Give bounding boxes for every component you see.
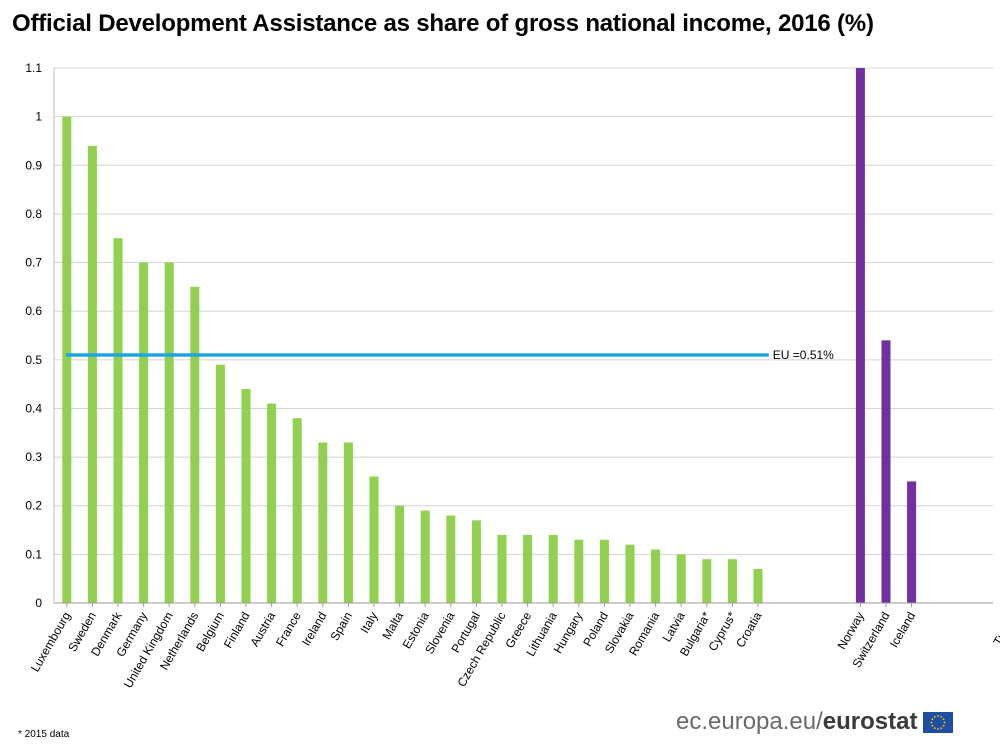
x-tick-label: Luxembourg <box>28 610 73 675</box>
footnote: * 2015 data <box>18 729 70 740</box>
y-tick-label: 1 <box>35 110 42 124</box>
bar <box>599 539 609 603</box>
x-tick-label: Ireland <box>299 610 329 649</box>
eu-flag-icon <box>923 711 954 733</box>
bar <box>523 534 533 603</box>
y-tick-label: 0.9 <box>25 158 42 172</box>
bar <box>369 476 379 603</box>
y-tick-label: 0.8 <box>25 207 42 221</box>
y-tick-label: 0.6 <box>25 304 42 318</box>
brand-slash: / <box>816 708 823 735</box>
bar <box>139 262 149 603</box>
y-tick-label: 0.5 <box>25 353 42 367</box>
eurostat-brand: ec.europa.eu / eurostat <box>676 707 954 737</box>
bar <box>855 68 865 603</box>
y-tick-label: 0.3 <box>25 450 42 464</box>
bar <box>395 505 405 603</box>
bar <box>267 403 277 603</box>
eu-average-line: EU =0.51% <box>66 348 834 362</box>
bar <box>548 534 558 603</box>
bar <box>241 389 251 603</box>
bar <box>87 145 97 603</box>
x-tick-label: France <box>273 609 304 649</box>
y-tick-label: 0.7 <box>25 256 42 270</box>
bar <box>446 515 456 603</box>
chart-title: Official Development Assistance as share… <box>12 10 874 37</box>
bar <box>215 364 225 603</box>
y-tick-label: 0.2 <box>25 499 42 513</box>
bar <box>292 418 302 603</box>
bar <box>343 442 353 603</box>
bar <box>625 544 635 603</box>
bar <box>727 559 737 603</box>
bar <box>190 286 200 603</box>
y-tick-label: 0 <box>35 596 42 610</box>
bar <box>907 481 917 603</box>
x-tick-label: Finland <box>221 610 253 651</box>
bar-chart: 0 0.1 0.2 0.3 0.4 0.5 0.6 0.7 0.8 0.9 1 1.1 EU =0.5… <box>25 61 1000 690</box>
x-tick-label: Turkey <box>990 610 1000 648</box>
x-tick-label: Spain <box>328 610 355 644</box>
y-axis: 0 0.1 0.2 0.3 0.4 0.5 0.6 0.7 0.8 0.9 1 1.1 <box>25 61 55 610</box>
x-tick-label: Iceland <box>887 610 918 651</box>
bar <box>881 340 891 603</box>
bar <box>497 534 507 603</box>
bar <box>702 559 712 603</box>
y-tick-label: 0.1 <box>25 547 42 561</box>
x-tick-label: Italy <box>357 610 380 636</box>
x-tick-label: Croatia <box>733 609 765 650</box>
bar <box>574 539 584 603</box>
bar <box>318 442 328 603</box>
bars <box>62 68 917 604</box>
brand-word: eurostat <box>822 708 918 735</box>
eu-reference-label: EU =0.51% <box>773 348 834 362</box>
bar <box>164 262 174 603</box>
bar <box>62 116 72 604</box>
bar <box>651 549 661 603</box>
bar <box>753 568 763 603</box>
bar <box>471 520 481 603</box>
brand-site: ec.europa.eu <box>676 708 817 735</box>
bar <box>113 238 123 603</box>
bar <box>420 510 430 603</box>
y-tick-label: 0.4 <box>25 401 42 415</box>
x-tick-label: Malta <box>379 609 406 642</box>
bar <box>676 554 686 603</box>
y-tick-label: 1.1 <box>25 61 42 75</box>
